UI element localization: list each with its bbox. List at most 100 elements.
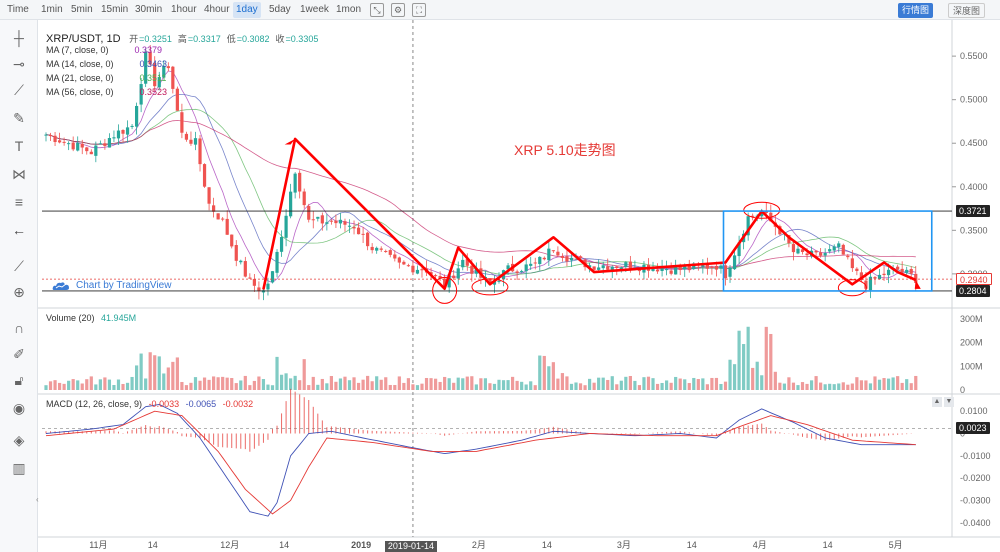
volume-bar [782, 383, 786, 390]
candle [329, 218, 333, 225]
volume-bar [279, 374, 284, 390]
ruler-icon[interactable]: ⟋ [14, 258, 24, 274]
fullscreen-icon[interactable]: ⛶ [412, 3, 426, 17]
timeframe-1day[interactable]: 1day [233, 2, 261, 18]
timeframe-4hour[interactable]: 4hour [204, 4, 230, 15]
candle [171, 65, 175, 94]
timeframe-5day[interactable]: 5day [269, 4, 291, 15]
volume-bar [388, 384, 392, 390]
candle [855, 267, 859, 276]
candle [103, 138, 107, 150]
x-tick-label: 4月 [753, 540, 767, 550]
symbol-legend: XRP/USDT, 1D 开=0.3251 高=0.3317 低=0.3082 收=0… [46, 32, 318, 45]
brush-icon[interactable]: ✎ [13, 110, 25, 126]
candle [556, 246, 560, 257]
timeframe-5min[interactable]: 5min [71, 4, 93, 15]
volume-bar [257, 376, 261, 390]
volume-bar [397, 376, 401, 390]
candle [107, 133, 112, 148]
magnet-icon[interactable]: ∩ [13, 320, 25, 336]
candle [139, 78, 143, 113]
volume-bar [112, 385, 116, 390]
volume-bar [714, 377, 719, 390]
candle [705, 257, 709, 275]
pencil-lock-icon[interactable]: ✐ [13, 346, 25, 362]
volume-bar [601, 377, 605, 390]
volume-bar [692, 377, 696, 390]
candle [370, 243, 374, 254]
ohlc-value: =0.3082 [236, 34, 270, 44]
tradingview-watermark[interactable]: Chart by TradingView [52, 280, 171, 291]
candle [832, 244, 836, 254]
volume-bar [429, 378, 433, 390]
volume-bar [338, 378, 343, 390]
candle [701, 259, 705, 274]
volume-bar [542, 355, 546, 390]
candle [343, 218, 347, 232]
candle [98, 140, 102, 145]
volume-bar [660, 382, 664, 390]
candle [560, 253, 565, 262]
candle [62, 137, 66, 146]
horizontal-line-icon[interactable]: ⊸ [13, 56, 25, 72]
candle [80, 139, 84, 155]
candle [746, 212, 750, 241]
volume-bar [547, 366, 551, 390]
candle [67, 141, 71, 151]
pane-down-button[interactable]: ▼ [944, 397, 954, 407]
chart-style-icon[interactable]: ⤡ [370, 3, 384, 17]
volume-bar [592, 382, 596, 390]
back-arrow-icon[interactable]: ← [12, 222, 26, 238]
volume-bar [311, 376, 315, 390]
price-tick-label: 0.4000 [960, 182, 988, 192]
zoom-in-icon[interactable]: ⊕ [13, 284, 25, 300]
candle [882, 266, 886, 281]
candle [366, 231, 370, 251]
pattern-icon[interactable]: ⋈ [12, 166, 26, 182]
text-icon[interactable]: T [14, 138, 24, 154]
candle [791, 241, 796, 261]
volume-bar [316, 384, 320, 390]
layers-icon[interactable]: ◈ [13, 432, 25, 448]
x-tick-label: 14 [823, 540, 833, 550]
timeframe-1week[interactable]: 1week [300, 4, 329, 15]
ma-value: 0.3463 [139, 59, 168, 69]
market-chart-button[interactable]: 行情图 [898, 3, 934, 18]
volume-bar [289, 378, 293, 390]
volume-bar [665, 380, 669, 390]
volume-bar [384, 377, 388, 390]
trend-line-icon[interactable]: ⟋ [14, 82, 24, 98]
volume-bar [375, 376, 379, 390]
ma-line-21 [45, 108, 916, 275]
expand-toolbar-handle[interactable]: ‹ [36, 495, 39, 504]
pane-up-button[interactable]: ▲ [932, 397, 942, 407]
candle [76, 136, 80, 152]
x-tick-label: 11月 [89, 540, 107, 550]
volume-bar [805, 383, 809, 390]
settings-icon[interactable]: ⚙ [391, 3, 405, 17]
crosshair-icon[interactable]: ┼ [14, 30, 24, 46]
volume-tick-label: 0 [960, 385, 965, 395]
eye-icon[interactable]: ◉ [12, 400, 26, 416]
timeframe-30min[interactable]: 30min [135, 4, 163, 15]
macd-tick-label: -0.0400 [960, 518, 991, 528]
volume-bar [646, 376, 651, 390]
volume-bar [873, 376, 877, 390]
timeframe-15min[interactable]: 15min [101, 4, 129, 15]
timeframe-1min[interactable]: 1min [41, 4, 63, 15]
timeframe-1mon[interactable]: 1mon [336, 4, 362, 15]
candle [375, 246, 379, 254]
fibonacci-icon[interactable]: ≡ [14, 194, 24, 210]
trash-icon[interactable]: ▥ [12, 460, 26, 476]
depth-chart-button[interactable]: 深度图 [948, 3, 986, 18]
timeframe-time[interactable]: Time [7, 4, 29, 15]
volume-bar [877, 379, 882, 390]
volume-bar [674, 376, 678, 390]
candle [71, 136, 75, 152]
volume-bar [361, 379, 365, 390]
volume-bar [701, 378, 705, 390]
candle [166, 62, 170, 72]
timeframe-1hour[interactable]: 1hour [171, 4, 197, 15]
lock-icon[interactable]: 🔓︎ [14, 372, 24, 388]
